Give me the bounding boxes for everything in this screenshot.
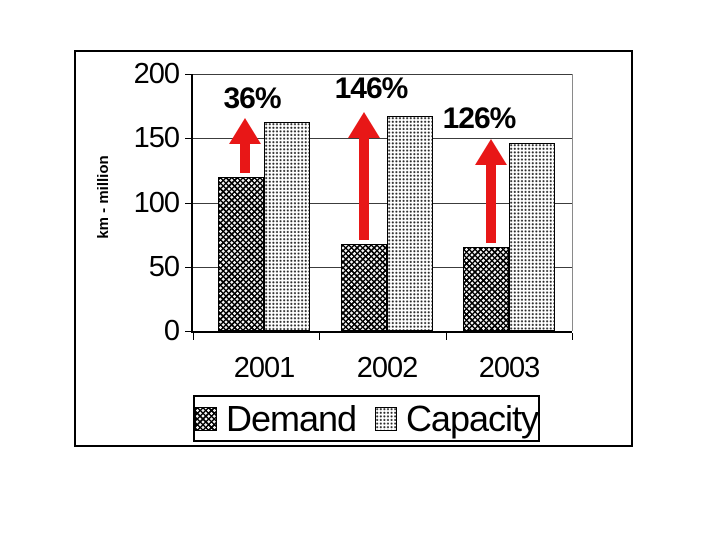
up-arrow-2003	[475, 139, 507, 243]
plot-right-border	[572, 74, 573, 331]
legend: Demand Capacity	[193, 395, 540, 442]
y-tick	[185, 74, 191, 75]
arrow-head-icon	[475, 139, 507, 165]
bar-demand-2002	[341, 244, 387, 331]
x-tick	[572, 333, 573, 340]
arrow-stem	[486, 163, 496, 243]
y-tick	[185, 203, 191, 204]
y-tick	[185, 331, 191, 332]
legend-swatch-capacity	[374, 406, 397, 431]
gridline	[193, 203, 572, 204]
bar-capacity-2003	[509, 143, 555, 331]
arrow-head-icon	[348, 112, 380, 138]
x-label-2002: 2002	[356, 352, 419, 384]
x-tick	[446, 333, 447, 340]
legend-label-capacity: Capacity	[405, 397, 539, 439]
y-tick-label: 200	[133, 58, 180, 90]
y-tick	[185, 138, 191, 139]
pct-annotation-2001: 36%	[223, 82, 281, 115]
x-label-2001: 2001	[233, 352, 296, 384]
y-tick-label: 100	[133, 187, 180, 219]
pct-annotation-2003: 126%	[442, 102, 517, 135]
x-tick	[319, 333, 320, 340]
x-tick	[193, 333, 194, 340]
plot-top-border	[193, 74, 572, 75]
x-axis-line	[191, 331, 572, 333]
legend-label-demand: Demand	[226, 397, 357, 439]
y-tick-label: 50	[148, 251, 180, 283]
y-tick-label: 150	[133, 122, 180, 154]
gridline	[193, 138, 572, 139]
arrow-head-icon	[229, 118, 261, 144]
arrow-stem	[359, 136, 369, 240]
up-arrow-2002	[348, 112, 380, 240]
bar-capacity-2002	[387, 116, 433, 331]
bar-capacity-2001	[264, 122, 310, 331]
bar-demand-2001	[218, 177, 264, 331]
up-arrow-2001	[229, 118, 261, 173]
y-tick-label: 0	[163, 315, 180, 347]
arrow-stem	[240, 142, 250, 173]
bar-demand-2003	[463, 247, 509, 331]
y-tick	[185, 267, 191, 268]
pct-annotation-2002: 146%	[334, 72, 409, 105]
legend-swatch-demand	[195, 406, 217, 431]
y-axis-line	[191, 74, 193, 333]
x-label-2003: 2003	[478, 352, 541, 384]
